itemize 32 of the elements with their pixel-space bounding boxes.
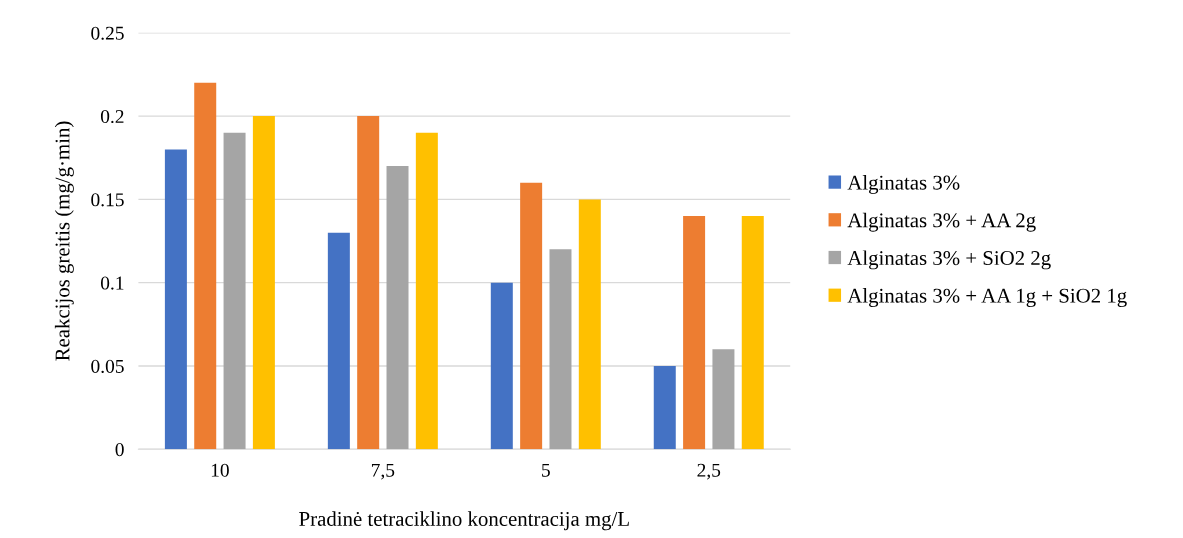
bar: [164, 149, 187, 450]
bar: [194, 82, 217, 450]
y-tick-label: 0.05: [91, 359, 124, 373]
bar: [520, 182, 543, 450]
x-tick-label: 5: [542, 463, 550, 477]
x-tick-label: 7,5: [371, 463, 395, 480]
bar: [386, 166, 409, 450]
bar: [252, 116, 275, 450]
bar: [415, 132, 438, 450]
legend-label: Alginatas 3% + AA 1g + SiO2 1g: [847, 288, 1127, 308]
y-axis-title: Reakcijos greitis (mg/g·min): [54, 121, 74, 361]
legend-label: Alginatas 3% + SiO2 2g: [847, 250, 1051, 270]
bar: [549, 249, 572, 450]
bar: [578, 199, 601, 450]
y-tick-label: 0.2: [100, 109, 124, 124]
y-tick-label: 0: [115, 443, 124, 457]
bar: [490, 282, 513, 450]
x-axis-title: Pradinė tetraciklino koncentracija mg/L: [299, 511, 629, 531]
bar: [357, 116, 380, 450]
bar: [712, 349, 735, 450]
bar: [683, 216, 706, 450]
legend-label: Alginatas 3%: [847, 175, 960, 194]
legend-label: Alginatas 3% + AA 2g: [847, 212, 1036, 232]
bar: [223, 132, 246, 450]
x-tick-label: 10: [211, 463, 229, 477]
y-tick-label: 0.15: [91, 193, 124, 207]
bar: [653, 365, 676, 450]
x-tick-label: 2,5: [697, 463, 721, 480]
y-tick-label: 0.1: [100, 276, 124, 290]
bar: [741, 216, 764, 450]
bar: [327, 232, 350, 450]
y-tick-label: 0.25: [91, 26, 124, 40]
